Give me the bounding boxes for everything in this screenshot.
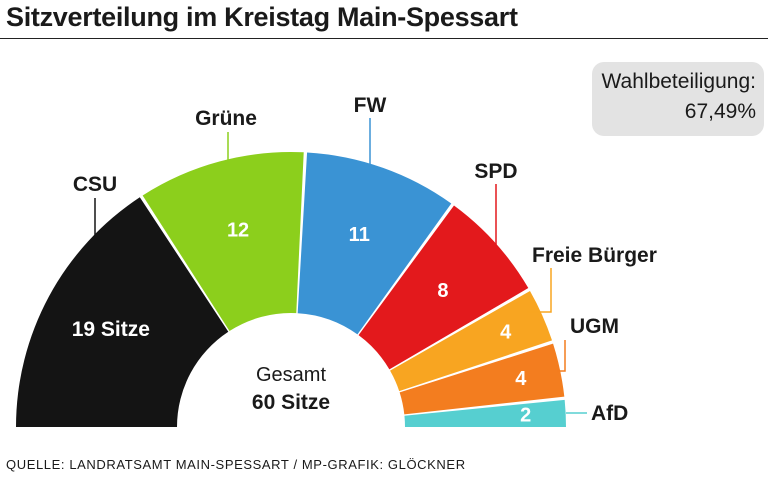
title-rule [0,38,768,39]
value-label-4: 4 [500,321,512,343]
segment-ugm [399,343,565,415]
value-labels: 19 Sitze 12 11 8 4 4 2 [72,219,532,426]
party-labels: CSU Grüne FW SPD Freie Bürger UGM AfD [73,94,657,425]
connector-4 [527,268,552,313]
turnout-value: 67,49% [684,100,756,123]
party-label-6: AfD [591,402,628,425]
segment-afd [404,399,566,427]
source-credit: QUELLE: LANDRATSAMT MAIN-SPESSART / MP-G… [6,457,466,472]
segment-gruene [142,152,304,332]
value-label-0: 19 Sitze [72,318,150,341]
segment-freie-buerger [390,290,553,392]
segment-csu [16,197,229,427]
party-label-4: Freie Bürger [532,244,657,267]
value-label-3: 8 [437,280,448,302]
party-label-1: Grüne [195,107,257,130]
label-connectors [94,118,587,414]
turnout-box: Wahlbeteiligung: 67,49% [592,62,764,136]
segment-fw [297,152,452,335]
segment-spd [358,205,529,370]
party-label-3: SPD [474,160,517,183]
turnout-label: Wahlbeteiligung: [601,70,757,93]
party-label-5: UGM [570,315,619,338]
value-label-6: 2 [520,405,531,427]
value-label-2: 11 [349,224,370,246]
party-label-2: FW [354,94,387,117]
value-label-5: 4 [515,368,527,390]
chart-title: Sitzverteilung im Kreistag Main-Spessart [6,2,518,32]
center-total-value: 60 Sitze [252,391,330,414]
value-label-1: 12 [227,219,249,241]
center-total-label: Gesamt [256,364,326,386]
connector-5 [557,340,566,372]
chart-segments [16,152,566,427]
party-label-0: CSU [73,173,117,196]
